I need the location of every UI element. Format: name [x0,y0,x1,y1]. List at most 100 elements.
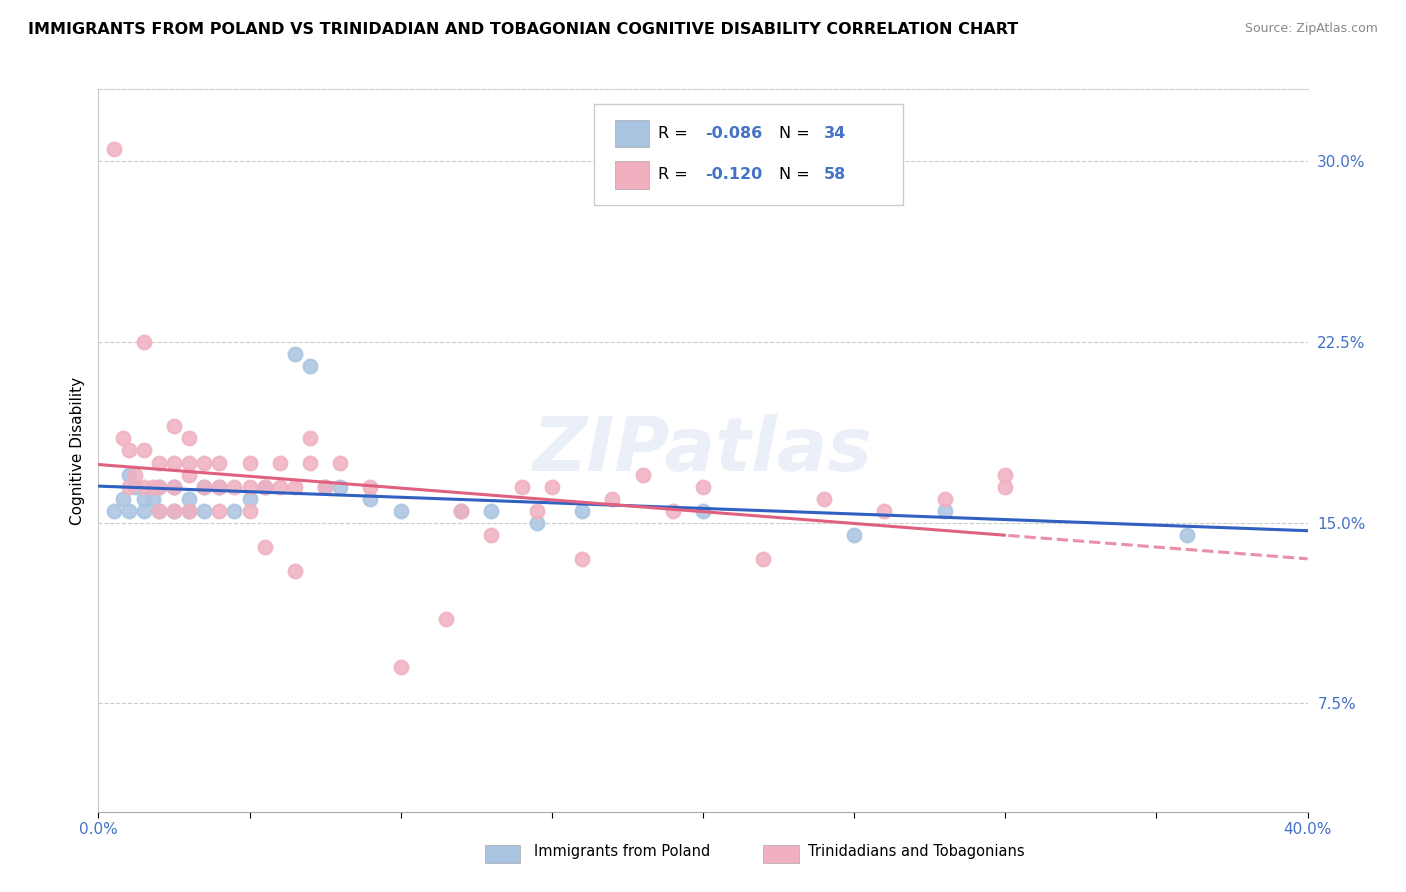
Point [111,432,134,446]
Point [284,564,307,578]
Point [132,443,155,458]
Point [179,503,201,517]
Point [208,480,231,494]
Point [934,491,956,506]
Point [631,467,654,482]
Point [253,480,276,494]
Point [179,432,201,446]
Point [284,347,307,361]
Point [124,480,146,494]
Point [314,480,336,494]
Point [193,480,215,494]
Point [571,551,593,566]
Text: IMMIGRANTS FROM POLAND VS TRINIDADIAN AND TOBAGONIAN COGNITIVE DISABILITY CORREL: IMMIGRANTS FROM POLAND VS TRINIDADIAN AN… [28,22,1018,37]
Text: -0.086: -0.086 [706,126,762,141]
Point [253,480,276,494]
Point [1175,528,1198,542]
Point [752,551,775,566]
Point [179,456,201,470]
Point [124,467,146,482]
Point [179,467,201,482]
Text: Immigrants from Poland: Immigrants from Poland [534,845,710,859]
Point [132,503,155,517]
Point [269,456,291,470]
Point [148,503,170,517]
Point [142,491,165,506]
Point [360,480,382,494]
Point [540,480,562,494]
Point [224,503,246,517]
FancyBboxPatch shape [595,103,903,205]
Point [994,480,1017,494]
Point [148,480,170,494]
Point [329,480,352,494]
Point [844,528,866,542]
Text: -0.120: -0.120 [706,168,762,182]
Point [142,480,165,494]
Point [224,480,246,494]
Point [813,491,835,506]
Point [163,503,186,517]
Point [526,516,548,530]
Point [239,456,262,470]
Point [132,335,155,350]
Point [208,456,231,470]
Point [661,503,683,517]
Point [269,480,291,494]
Point [111,491,134,506]
Point [179,503,201,517]
Point [360,491,382,506]
Y-axis label: Cognitive Disability: Cognitive Disability [69,376,84,524]
Point [329,456,352,470]
Text: ZIPatlas: ZIPatlas [533,414,873,487]
Point [132,491,155,506]
Point [389,503,412,517]
Point [239,480,262,494]
Point [239,491,262,506]
Point [450,503,472,517]
Point [692,480,714,494]
Point [193,503,215,517]
Point [239,503,262,517]
Point [526,503,548,517]
Point [450,503,472,517]
Point [994,467,1017,482]
Text: 58: 58 [824,168,846,182]
Bar [614,120,648,147]
Text: R =: R = [658,126,693,141]
Point [692,503,714,517]
Point [934,503,956,517]
Point [148,480,170,494]
Point [481,528,503,542]
Point [284,480,307,494]
Point [132,480,155,494]
Text: N =: N = [779,126,815,141]
Point [163,419,186,434]
Point [389,660,412,674]
Point [510,480,533,494]
Text: Trinidadians and Tobagonians: Trinidadians and Tobagonians [808,845,1025,859]
Bar [614,161,648,188]
Point [193,480,215,494]
Point [163,480,186,494]
Point [299,456,322,470]
Point [253,540,276,554]
Point [118,503,141,517]
Point [208,480,231,494]
Point [148,456,170,470]
Point [299,432,322,446]
Point [602,491,624,506]
Point [314,480,336,494]
Point [103,143,125,157]
Point [118,480,141,494]
Text: Source: ZipAtlas.com: Source: ZipAtlas.com [1244,22,1378,36]
Point [481,503,503,517]
Point [873,503,896,517]
Point [163,503,186,517]
Point [434,612,457,626]
Text: R =: R = [658,168,693,182]
Point [118,467,141,482]
Point [163,456,186,470]
Point [193,456,215,470]
Point [163,480,186,494]
